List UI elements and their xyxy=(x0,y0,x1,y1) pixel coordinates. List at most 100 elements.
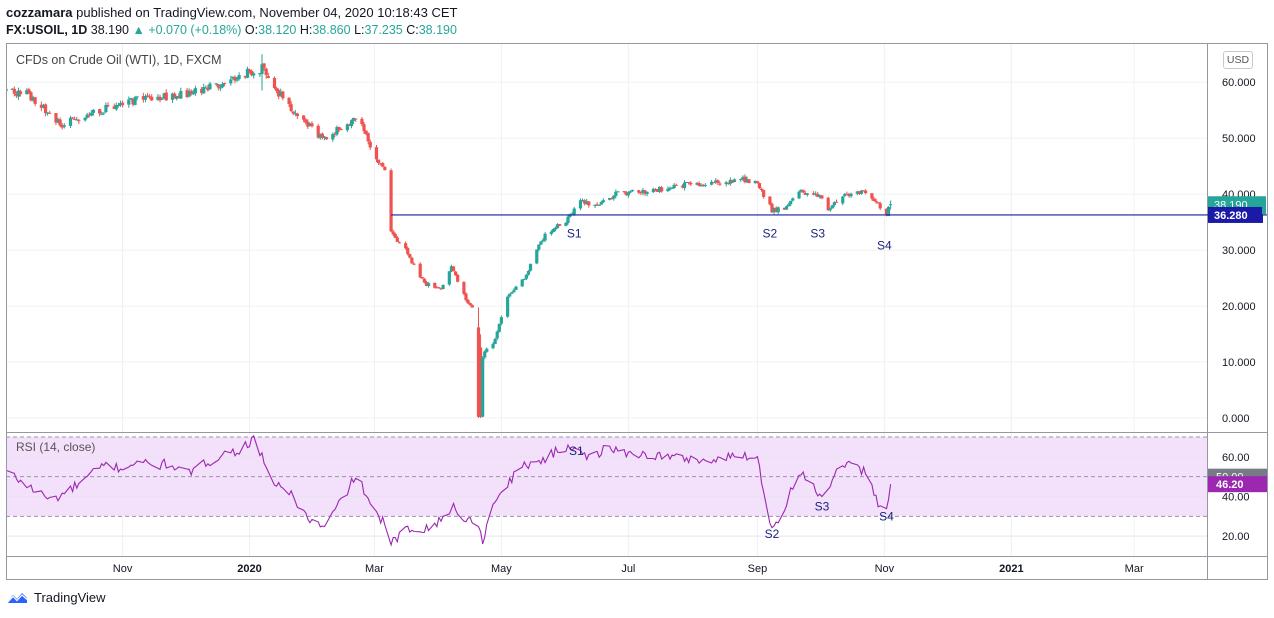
candle xyxy=(695,181,699,186)
candle-body xyxy=(337,126,341,130)
candle-body xyxy=(193,88,198,94)
candle-body xyxy=(703,185,707,187)
candle-body xyxy=(389,170,393,232)
rsi-tick-label: 20.00 xyxy=(1222,531,1250,543)
candle-body xyxy=(466,300,470,304)
candle-body xyxy=(812,193,816,195)
candle xyxy=(424,280,429,287)
candle-body xyxy=(541,240,545,242)
candle-body xyxy=(670,187,674,189)
candle-body xyxy=(27,89,31,93)
candle-body xyxy=(612,195,616,199)
candle xyxy=(768,196,772,206)
candle xyxy=(160,97,164,100)
candle-body xyxy=(587,201,591,206)
candle-body xyxy=(360,118,364,124)
candle xyxy=(379,162,383,166)
candle xyxy=(774,206,778,213)
candle-body xyxy=(441,284,445,290)
candle xyxy=(728,177,732,186)
candle xyxy=(541,238,545,243)
candle xyxy=(43,103,48,117)
candle xyxy=(337,126,341,133)
candle xyxy=(200,86,204,96)
candle xyxy=(857,191,861,195)
candle xyxy=(759,187,764,192)
candle-body xyxy=(864,190,868,194)
candle xyxy=(131,98,135,107)
candle xyxy=(349,119,354,129)
candle-body xyxy=(886,206,891,216)
candle xyxy=(687,182,691,185)
candle xyxy=(812,191,816,196)
main-pane-legend[interactable]: CFDs on Crude Oil (WTI), 1D, FXCM xyxy=(16,53,222,67)
candle-body xyxy=(418,263,422,278)
candle xyxy=(814,191,818,197)
candle-body xyxy=(732,179,737,183)
price-tick-label: 0.000 xyxy=(1222,413,1250,425)
candle xyxy=(747,179,751,184)
candle xyxy=(68,115,73,129)
price-tick-label: 10.000 xyxy=(1222,357,1256,369)
candle-body xyxy=(258,73,262,75)
candle-body xyxy=(420,277,424,279)
candle xyxy=(418,262,422,279)
candle-body xyxy=(787,204,791,207)
candle-body xyxy=(397,242,401,244)
candle-body xyxy=(626,192,630,196)
candle-body xyxy=(395,237,399,242)
candle-body xyxy=(872,198,876,202)
candle xyxy=(481,356,485,418)
candle-body xyxy=(762,190,766,197)
candle-body xyxy=(422,278,426,283)
candle xyxy=(437,287,441,289)
candle xyxy=(710,179,714,186)
candle xyxy=(712,182,716,184)
candle-body xyxy=(616,191,620,193)
candle-body xyxy=(512,290,516,293)
candle-body xyxy=(410,257,414,264)
candle-body xyxy=(485,348,489,352)
candle-body xyxy=(233,77,237,81)
candle xyxy=(449,264,454,273)
candle-body xyxy=(302,115,306,120)
footer-branding[interactable]: TradingView xyxy=(6,590,106,605)
candle-body xyxy=(551,229,556,233)
candle xyxy=(220,81,225,89)
candle-body xyxy=(566,216,570,223)
publish-info: cozzamara published on TradingView.com, … xyxy=(6,5,457,20)
candle xyxy=(470,304,474,308)
candle xyxy=(732,178,737,183)
candle-body xyxy=(204,87,208,89)
candle-body xyxy=(772,208,776,213)
candle-body xyxy=(222,82,227,84)
candle-body xyxy=(476,327,481,417)
candle xyxy=(841,195,845,206)
candle-body xyxy=(98,109,102,114)
candle-body xyxy=(87,114,91,116)
candle xyxy=(889,200,893,210)
time-tick-label: Mar xyxy=(1125,563,1144,575)
candle-body xyxy=(491,343,495,349)
candle xyxy=(483,350,487,360)
candle-body xyxy=(272,77,277,89)
rsi-pane-legend[interactable]: RSI (14, close) xyxy=(16,440,96,454)
candle xyxy=(208,81,212,90)
candle xyxy=(48,110,52,114)
candle-body xyxy=(710,181,714,185)
candle xyxy=(243,75,247,79)
candle-body xyxy=(339,129,343,131)
candle xyxy=(193,85,198,96)
candle xyxy=(345,123,349,133)
candle-body xyxy=(483,351,487,358)
chart-canvas[interactable]: S1 S2 S3S40.00010.00020.00030.00040.00050.… xyxy=(6,43,1268,580)
candle-body xyxy=(449,266,454,272)
candle-body xyxy=(803,193,807,195)
candle-body xyxy=(801,190,805,193)
rsi-label-s3: S3 xyxy=(815,499,830,513)
currency-badge[interactable]: USD xyxy=(1223,51,1253,69)
candle-body xyxy=(58,119,62,126)
candle xyxy=(668,186,672,191)
candle xyxy=(762,189,766,199)
symbol-name: FX:USOIL, 1D xyxy=(6,23,88,37)
